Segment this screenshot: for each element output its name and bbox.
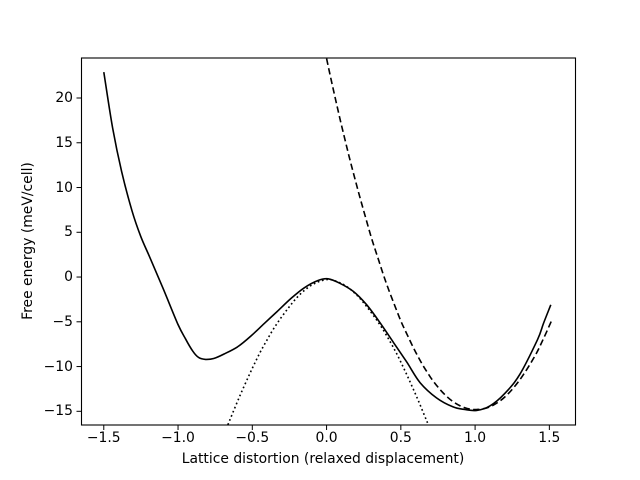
x-tick-label: −0.5 [235, 430, 270, 446]
y-tick-label: −15 [43, 403, 73, 420]
y-tick-label: 15 [55, 134, 73, 151]
x-axis-label: Lattice distortion (relaxed displacement… [181, 451, 465, 467]
y-tick-label: 20 [55, 90, 73, 106]
y-tick-label: −10 [43, 358, 73, 375]
x-tick-label: 0.5 [389, 430, 412, 446]
plot-border [80, 57, 577, 426]
x-tick-label: −1.5 [86, 430, 121, 446]
y-axis-label: Free energy (meV/cell) [20, 162, 36, 320]
x-tick-label: 1.5 [538, 430, 561, 446]
y-tick-label: 0 [64, 269, 73, 286]
y-tick-label: 5 [64, 224, 73, 241]
tick-marks-group [76, 97, 550, 430]
y-tick-label: −5 [52, 313, 73, 330]
y-tick-label: 10 [55, 179, 73, 196]
x-tick-label: 0.0 [315, 430, 338, 446]
x-tick-label: 1.0 [464, 430, 487, 446]
series-harmonic-about-origin-curve [227, 278, 430, 425]
curves-group [103, 58, 554, 425]
series-harmonic-about-distorted-minimum-curve [325, 58, 554, 411]
series-anharmonic-free-energy-curve [103, 71, 552, 412]
x-tick-label: −1.0 [161, 430, 195, 446]
